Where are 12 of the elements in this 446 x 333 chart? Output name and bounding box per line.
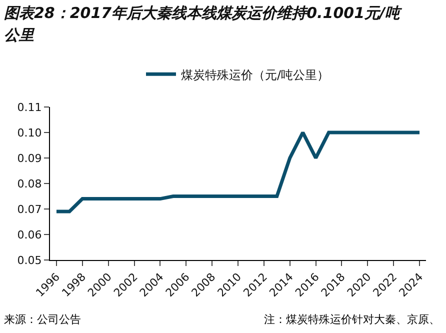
y-tick-label: 0.05 xyxy=(17,254,42,267)
y-tick-label: 0.10 xyxy=(17,126,42,140)
legend-label: 煤炭特殊运价（元/吨公里） xyxy=(181,68,330,82)
y-tick-label: 0.09 xyxy=(17,152,42,165)
y-tick-label: 0.07 xyxy=(17,202,42,216)
text: 注：煤炭特殊运价针对大秦、京原、 xyxy=(264,312,440,327)
y-tick-label: 0.11 xyxy=(17,100,42,114)
line-series xyxy=(54,130,422,214)
y-tick-label: 0.08 xyxy=(17,177,42,190)
source-note: 来源：公司公告 xyxy=(4,312,81,327)
y-tick-label: 0.06 xyxy=(17,228,42,242)
chart-title: 图表28：2017年后大秦线本线煤炭运价维持0.1001元/吨公里 xyxy=(4,3,403,46)
